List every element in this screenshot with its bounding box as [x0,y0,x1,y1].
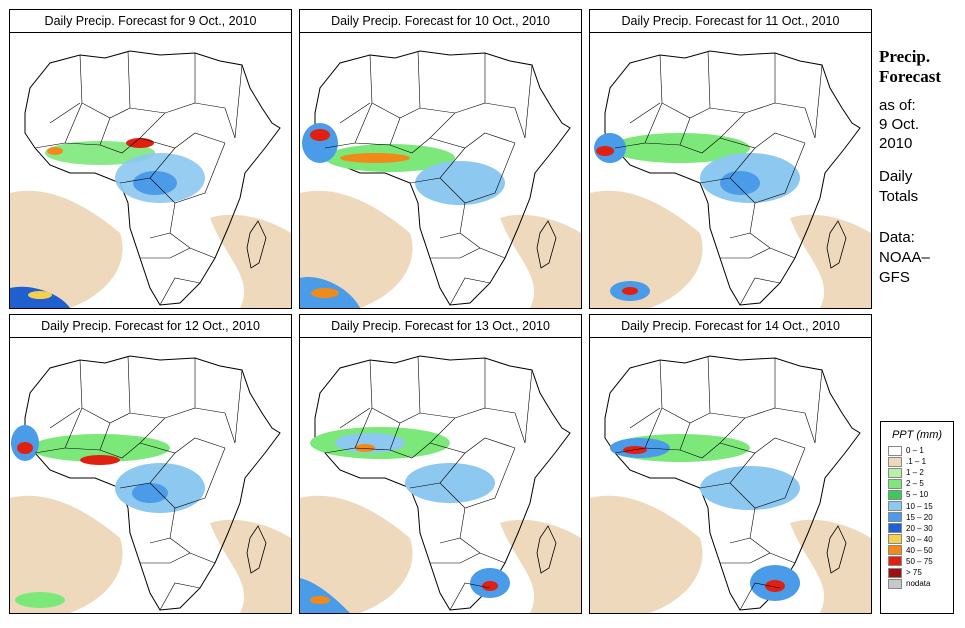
forecast-panel-oct-11: Daily Precip. Forecast for 11 Oct., 2010 [589,9,872,309]
forecast-panel-oct-12: Daily Precip. Forecast for 12 Oct., 2010 [9,314,292,614]
legend-item: 0 – 1 [888,445,953,456]
legend-swatch [888,523,902,534]
as-of-label: as of: [879,97,916,114]
legend-swatch [888,578,902,589]
daily-label-line1: Daily [879,168,913,185]
legend-item: nodata [888,578,953,589]
legend-swatch [888,445,902,456]
legend-item: 40 – 50 [888,545,953,556]
panel-title: Daily Precip. Forecast for 10 Oct., 2010 [299,9,582,33]
forecast-panel-oct-14: Daily Precip. Forecast for 14 Oct., 2010 [589,314,872,614]
forecast-panel-oct-9: Daily Precip. Forecast for 9 Oct., 2010 [9,9,292,309]
as-of-date-line1: 9 Oct. [879,116,920,133]
legend-title: PPT (mm) [891,429,943,441]
precip-forecast-title-line2: Forecast [879,67,941,86]
legend-item: 30 – 40 [888,534,953,545]
legend-swatch [888,556,902,567]
legend-swatch [888,467,902,478]
africa-map [10,355,291,613]
data-source-line1: Data: [879,229,915,246]
panel-title: Daily Precip. Forecast for 13 Oct., 2010 [299,314,582,338]
forecast-panel-oct-10: Daily Precip. Forecast for 10 Oct., 2010 [299,9,582,309]
legend-item: > 75 [888,567,953,578]
africa-map [300,355,581,613]
panel-title: Daily Precip. Forecast for 14 Oct., 2010 [589,314,872,338]
africa-map [300,50,581,308]
daily-label-line2: Totals [879,188,919,205]
forecast-panel-oct-13: Daily Precip. Forecast for 13 Oct., 2010 [299,314,582,614]
legend-label: 5 – 10 [906,490,929,500]
legend-label: 30 – 40 [906,534,933,544]
legend-swatch [888,534,902,545]
legend-swatch [888,456,902,467]
precip-map [9,337,292,614]
legend-item: 2 – 5 [888,478,953,489]
legend-label: 40 – 50 [906,545,933,555]
data-source-line3: GFS [879,269,910,286]
legend-item: 50 – 75 [888,556,953,567]
legend-item: 5 – 10 [888,489,953,500]
legend-label: 0 – 1 [906,446,924,456]
legend-label: 1 – 2 [906,468,924,478]
precip-map [9,32,292,309]
legend-item: 15 – 20 [888,512,953,523]
africa-map [10,50,291,308]
legend-swatch [888,512,902,523]
legend-item: .1 – 1 [888,456,953,467]
precip-map [589,32,872,309]
legend-label: 2 – 5 [906,479,924,489]
legend-item: 10 – 15 [888,500,953,512]
data-source-line2: NOAA– [879,249,930,266]
legend-item: 1 – 2 [888,467,953,478]
legend-label: 20 – 30 [906,523,933,533]
africa-map [590,355,871,613]
legend-swatch [888,478,902,489]
legend-swatch [888,489,902,500]
africa-map [590,50,871,308]
legend-swatch [888,567,902,578]
panel-title: Daily Precip. Forecast for 11 Oct., 2010 [589,9,872,33]
legend-label: .1 – 1 [906,457,927,467]
as-of-date-line2: 2010 [879,135,913,152]
legend-swatch [888,545,902,556]
legend-label: > 75 [906,568,922,578]
precip-map [299,32,582,309]
legend-label: 15 – 20 [906,512,933,522]
legend-item: 20 – 30 [888,523,953,534]
panel-title: Daily Precip. Forecast for 9 Oct., 2010 [9,9,292,33]
legend-label: 50 – 75 [906,556,933,566]
precip-map [589,337,872,614]
legend-label: nodata [906,579,931,589]
precip-map [299,337,582,614]
legend-swatch [888,501,902,512]
precip-forecast-title-line1: Precip. [879,47,931,66]
panel-title: Daily Precip. Forecast for 12 Oct., 2010 [9,314,292,338]
legend-label: 10 – 15 [906,501,933,511]
